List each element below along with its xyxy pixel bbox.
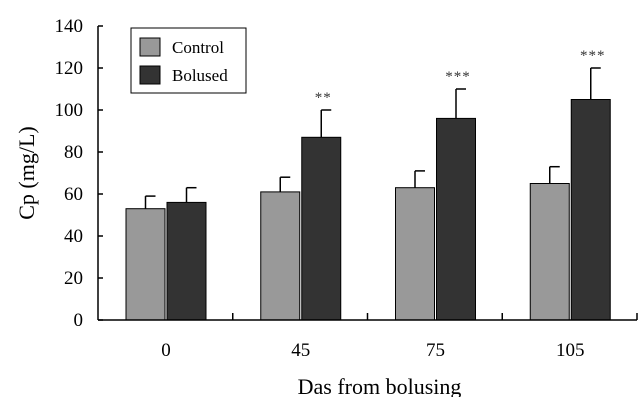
bar-control-0 [125, 208, 166, 321]
legend-swatch-bolused [139, 65, 161, 85]
bar-bolused-75 [436, 117, 476, 321]
legend: Control Bolused [130, 27, 247, 94]
y-tick-label-20: 20 [64, 268, 83, 289]
y-axis-title: Cp (mg/L) [14, 126, 39, 220]
x-axis-title: Das from bolusing [298, 374, 462, 397]
x-tick-label-105: 105 [556, 340, 585, 361]
x-tick-label-45: 45 [291, 340, 310, 361]
bar-control-105 [529, 183, 570, 321]
x-tick-label-75: 75 [426, 340, 445, 361]
significance-marker-105: *** [580, 48, 606, 64]
bar-bolused-105 [570, 99, 611, 321]
significance-marker-45: ** [315, 90, 332, 106]
y-tick-label-80: 80 [64, 142, 83, 163]
bar-bolused-0 [166, 201, 207, 321]
bar-control-75 [395, 187, 435, 321]
significance-markers: ******** [315, 48, 606, 106]
y-tick-label-120: 120 [55, 58, 84, 79]
x-axis-ticks: 0 45 75 105 [161, 313, 638, 361]
x-tick-label-0: 0 [161, 340, 171, 361]
y-tick-label-40: 40 [64, 226, 83, 247]
legend-label-bolused: Bolused [172, 66, 228, 85]
y-tick-label-100: 100 [55, 100, 84, 121]
legend-label-control: Control [172, 38, 224, 57]
error-bars [144, 67, 601, 209]
y-axis-ticks: 0 20 40 60 80 100 120 140 [55, 16, 103, 331]
y-tick-label-0: 0 [74, 310, 84, 331]
bar-bolused-45 [301, 136, 342, 321]
bars [125, 99, 611, 321]
significance-marker-75: *** [445, 69, 471, 85]
bar-control-45 [260, 191, 301, 321]
y-tick-label-60: 60 [64, 184, 83, 205]
y-tick-label-140: 140 [55, 16, 84, 37]
legend-swatch-control [139, 37, 161, 57]
